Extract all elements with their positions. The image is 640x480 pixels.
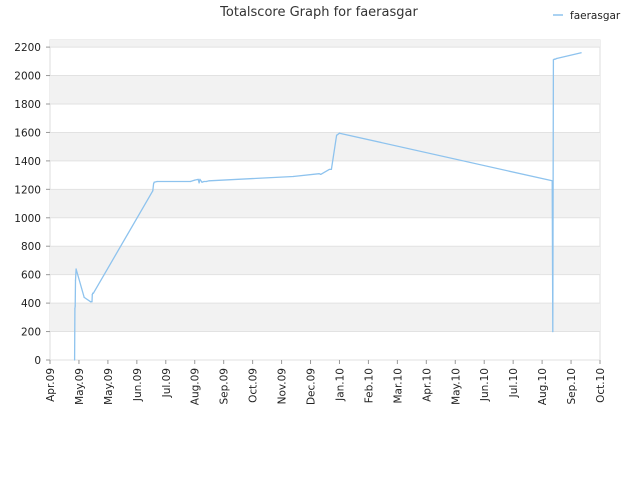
data-point xyxy=(153,181,155,183)
y-tick-label: 1800 xyxy=(14,99,41,111)
grid-band xyxy=(50,303,600,332)
x-tick-label: Feb.10 xyxy=(363,368,375,403)
data-point xyxy=(330,168,332,171)
grid-lines xyxy=(50,46,600,361)
data-point xyxy=(320,173,322,175)
y-tick-label: 1400 xyxy=(14,156,41,168)
grid-band xyxy=(50,40,600,48)
x-tick-label: Dec.09 xyxy=(306,368,318,405)
data-point xyxy=(197,178,199,180)
data-point xyxy=(198,182,200,184)
plot-background xyxy=(49,39,601,361)
data-point xyxy=(555,57,558,60)
data-point xyxy=(74,305,76,307)
x-tick-label: Sep.10 xyxy=(566,368,578,405)
data-point xyxy=(551,180,553,182)
data-point xyxy=(208,180,210,182)
data-point xyxy=(74,359,76,361)
data-point xyxy=(318,173,320,175)
y-tick-label: 1600 xyxy=(14,127,41,139)
data-point xyxy=(335,134,338,136)
y-tick-label: 1200 xyxy=(14,184,41,196)
data-point xyxy=(328,168,330,171)
grid-band xyxy=(50,75,600,104)
data-point xyxy=(552,59,554,61)
data-point xyxy=(153,183,155,185)
data-point xyxy=(75,268,77,270)
data-point xyxy=(552,330,554,333)
data-point xyxy=(74,279,77,281)
x-tick-label: Jul.09 xyxy=(161,368,173,398)
y-tick-label: 1000 xyxy=(14,213,41,225)
x-tick-label: Jul.10 xyxy=(508,368,520,398)
y-tick-label: 600 xyxy=(21,270,41,282)
x-tick-label: May.09 xyxy=(74,368,86,405)
y-tick-label: 2000 xyxy=(14,71,41,83)
data-point xyxy=(189,180,191,183)
x-tick-label: Aug.09 xyxy=(190,368,202,405)
x-tick-label: Jun.10 xyxy=(479,368,491,402)
legend-label: faerasgar xyxy=(570,10,621,22)
y-axis-ticks: 0 200 400 600 800 1000 1200 1400 1600 1800 2000 220… xyxy=(14,42,50,367)
x-tick-label: Oct.09 xyxy=(248,368,260,403)
x-tick-label: Oct.10 xyxy=(595,368,607,403)
data-point xyxy=(156,180,158,183)
data-point xyxy=(91,293,93,296)
grid-band xyxy=(50,246,600,275)
x-tick-label: Apr.10 xyxy=(421,368,433,402)
x-tick-label: Apr.09 xyxy=(45,368,57,402)
data-point xyxy=(91,301,93,303)
x-tick-label: Sep.09 xyxy=(219,368,231,405)
y-tick-label: 2200 xyxy=(14,42,41,54)
data-point xyxy=(338,132,341,134)
y-tick-label: 0 xyxy=(34,355,41,367)
y-tick-label: 800 xyxy=(21,241,41,253)
data-point xyxy=(92,292,95,294)
data-point xyxy=(580,52,582,54)
data-point xyxy=(152,190,154,192)
data-point xyxy=(199,178,201,180)
data-point xyxy=(74,308,76,310)
x-tick-label: May.09 xyxy=(103,368,115,405)
data-point xyxy=(292,175,294,178)
x-tick-label: Jun.09 xyxy=(132,368,144,402)
data-point xyxy=(83,296,85,299)
grid-band xyxy=(50,189,600,218)
data-point xyxy=(194,179,196,181)
chart-title: Totalscore Graph for faerasgar xyxy=(219,5,418,20)
x-tick-label: May.10 xyxy=(450,368,462,405)
data-point xyxy=(203,180,205,183)
x-tick-label: Mar.10 xyxy=(392,368,404,404)
x-tick-label: Jan.10 xyxy=(334,368,346,402)
data-point xyxy=(553,58,555,60)
grid-band xyxy=(50,132,600,161)
x-tick-label: Nov.09 xyxy=(277,368,289,404)
data-point xyxy=(89,301,92,303)
data-point xyxy=(554,58,556,60)
data-point xyxy=(201,181,203,183)
x-tick-label: Aug.10 xyxy=(537,368,549,405)
y-tick-label: 400 xyxy=(21,298,41,310)
series-layer xyxy=(73,52,582,361)
x-axis-ticks: Apr.09 May.09 May.09 Jun.09 Jul.09 Aug.09 Sep.… xyxy=(45,360,607,405)
y-tick-label: 200 xyxy=(21,327,41,339)
legend[interactable]: faerasgar xyxy=(553,10,621,22)
data-point xyxy=(205,180,207,183)
